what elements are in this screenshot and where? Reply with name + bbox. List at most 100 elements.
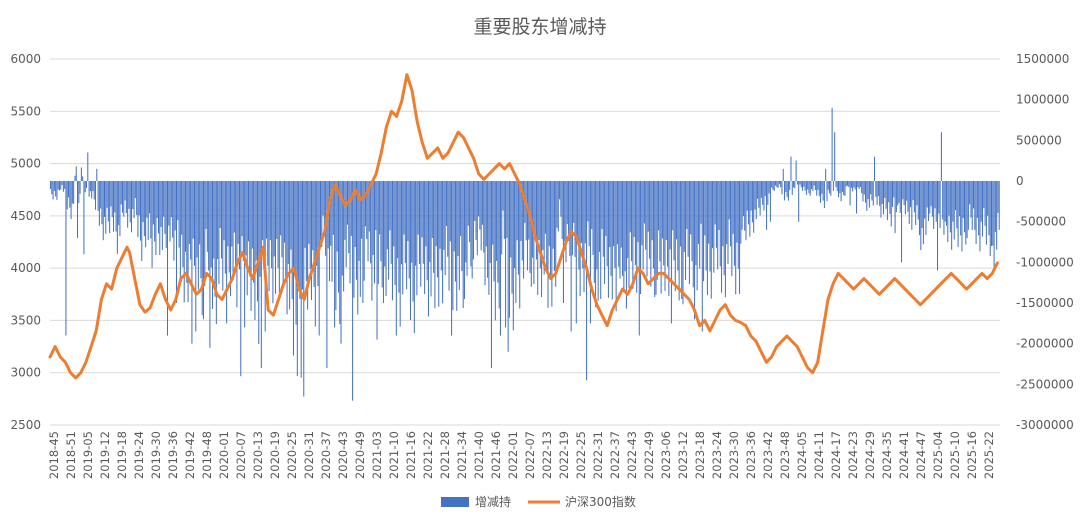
bar <box>422 181 424 264</box>
bar <box>953 181 955 240</box>
bar <box>277 181 279 268</box>
bar <box>73 181 75 204</box>
bar <box>353 181 355 298</box>
bar <box>318 181 320 336</box>
bar <box>834 132 836 181</box>
bar <box>624 181 626 272</box>
bar <box>430 181 432 297</box>
bar <box>924 181 926 219</box>
bar <box>613 181 615 247</box>
bar <box>226 181 228 324</box>
bar <box>323 181 325 235</box>
bar <box>736 181 738 243</box>
bar <box>723 181 725 276</box>
bar <box>151 181 153 268</box>
bar <box>146 181 148 218</box>
bar <box>548 181 550 247</box>
bar <box>403 181 405 235</box>
bar <box>881 181 883 204</box>
bar <box>163 181 165 217</box>
bar <box>155 181 157 256</box>
bar <box>363 181 365 281</box>
bar <box>53 181 55 191</box>
bar <box>596 181 598 270</box>
bar <box>742 181 744 217</box>
chart-title: 重要股东增减持 <box>473 16 606 38</box>
bar <box>700 181 702 224</box>
bar <box>568 181 570 241</box>
bar <box>193 181 196 266</box>
bar <box>885 181 887 209</box>
x-tick-label: 2022-49 <box>642 431 656 479</box>
bar <box>246 181 248 296</box>
bar <box>547 181 549 308</box>
bar <box>965 181 967 245</box>
x-tick-label: 2023-06 <box>659 431 673 479</box>
bar <box>307 181 309 310</box>
bar <box>436 181 438 278</box>
bar <box>642 181 644 270</box>
bar <box>530 181 532 287</box>
bar <box>157 181 160 234</box>
bar <box>106 181 108 208</box>
bar <box>268 181 270 292</box>
bar <box>467 181 469 226</box>
bar <box>60 181 62 190</box>
bar <box>674 181 676 292</box>
bar <box>94 181 97 210</box>
bar <box>556 181 558 228</box>
bar <box>901 181 903 263</box>
bar <box>893 181 895 198</box>
bar <box>160 181 162 227</box>
bar <box>280 181 282 236</box>
bar <box>807 181 809 190</box>
bar <box>821 181 823 194</box>
bar <box>237 181 239 244</box>
bar <box>529 181 531 274</box>
bar <box>701 181 703 332</box>
x-tick-label: 2024-35 <box>880 431 894 479</box>
bar <box>191 181 193 344</box>
bar <box>317 181 319 287</box>
bar <box>177 181 179 221</box>
bar <box>525 181 527 241</box>
x-tick-label: 2025-16 <box>965 431 979 479</box>
bar <box>831 107 833 181</box>
bar <box>827 181 829 190</box>
x-tick-label: 2020-25 <box>285 431 299 479</box>
bar <box>709 181 711 272</box>
bar <box>179 181 181 279</box>
bar <box>391 181 393 301</box>
bar <box>967 181 969 230</box>
bar <box>376 181 378 340</box>
bar <box>777 181 779 188</box>
bar <box>508 181 510 318</box>
x-tick-label: 2018-45 <box>47 431 61 479</box>
bar <box>611 181 613 300</box>
bar <box>381 181 383 288</box>
bar <box>65 181 67 336</box>
bar <box>578 181 580 270</box>
bar <box>314 181 316 327</box>
x-tick-label: 2024-47 <box>914 431 928 479</box>
bar <box>813 181 815 186</box>
bar <box>354 181 356 248</box>
bar <box>336 181 338 252</box>
bar <box>840 181 842 202</box>
bar <box>615 181 617 312</box>
bar <box>187 181 189 303</box>
bar <box>240 181 242 377</box>
bar <box>798 181 800 222</box>
bar <box>492 181 494 245</box>
bar <box>385 181 387 296</box>
bar <box>696 181 698 291</box>
bar <box>532 181 534 258</box>
bar <box>348 181 350 254</box>
y-left-tick: 5500 <box>10 104 41 118</box>
bar <box>728 181 730 220</box>
bar <box>114 181 116 213</box>
bar <box>120 181 122 205</box>
bar <box>784 181 786 201</box>
bar <box>600 181 602 299</box>
bar <box>593 181 595 283</box>
